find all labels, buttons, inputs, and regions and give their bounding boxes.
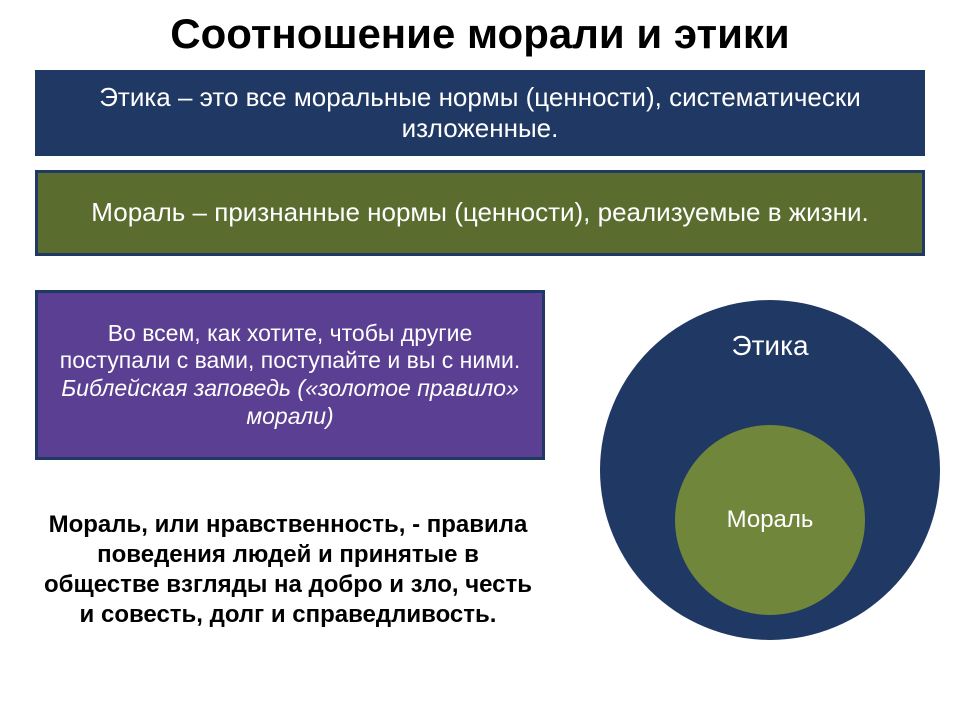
golden-rule-italic: Библейская заповедь («золотое правило» м… xyxy=(61,375,519,429)
ethics-definition-box: Этика – это все моральные нормы (ценност… xyxy=(35,70,925,156)
golden-rule-box: Во всем, как хотите, чтобы другие поступ… xyxy=(35,290,545,460)
morals-paragraph: Мораль, или нравственность, - правила по… xyxy=(38,510,538,630)
venn-inner-label: Мораль xyxy=(727,506,814,534)
venn-outer-label: Этика xyxy=(600,330,940,362)
venn-inner-circle-morals: Мораль xyxy=(675,425,865,615)
morals-definition-text: Мораль – признанные нормы (ценности), ре… xyxy=(91,197,868,228)
ethics-definition-text: Этика – это все моральные нормы (ценност… xyxy=(53,82,907,144)
golden-rule-plain: Во всем, как хотите, чтобы другие поступ… xyxy=(60,320,520,374)
morals-definition-box: Мораль – признанные нормы (ценности), ре… xyxy=(35,170,925,256)
slide-title: Соотношение морали и этики xyxy=(0,10,960,58)
golden-rule-text: Во всем, как хотите, чтобы другие поступ… xyxy=(54,320,526,430)
